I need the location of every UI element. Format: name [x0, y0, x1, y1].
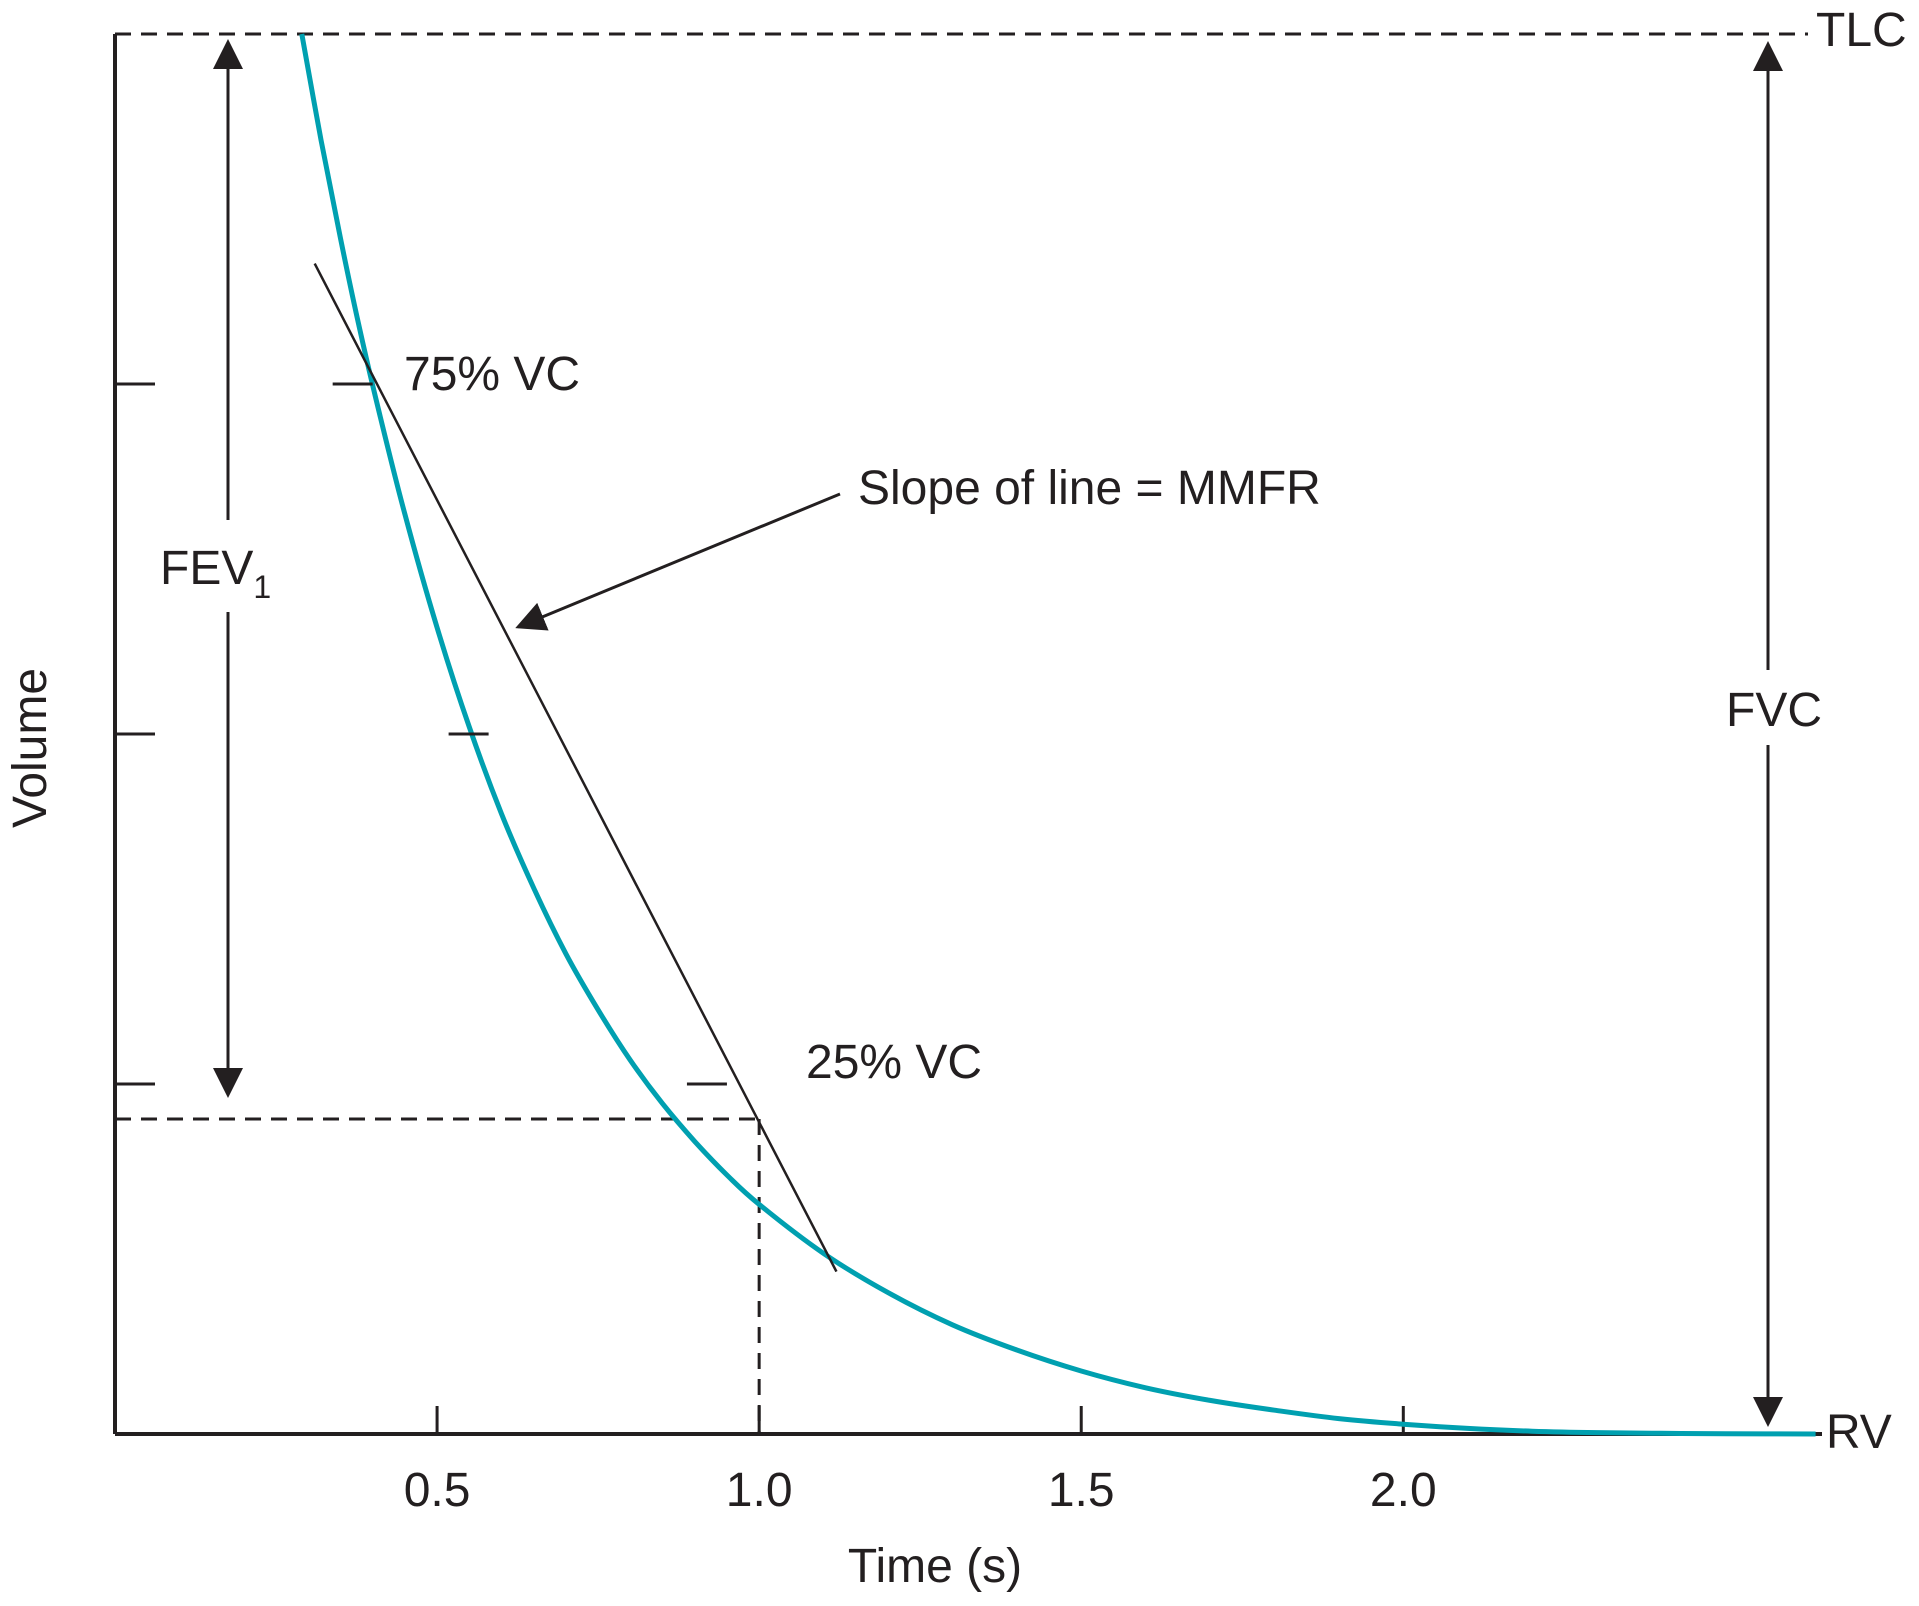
fev1-guide-lines — [115, 1117, 761, 1434]
x-tick-label: 1.5 — [1048, 1464, 1115, 1517]
mmfr-annotation: Slope of line = MMFR — [858, 462, 1321, 515]
vc-point-marks — [332, 382, 727, 1086]
x-tick-label: 2.0 — [1370, 1464, 1437, 1517]
tlc-label: TLC — [1816, 4, 1907, 57]
mmfr-annotation-arrow — [515, 492, 841, 631]
fvc-label: FVC — [1726, 684, 1822, 737]
x-axis-title: Time (s) — [848, 1540, 1022, 1593]
point-label-25: 25% VC — [806, 1036, 982, 1089]
x-tick-label: 1.0 — [726, 1464, 793, 1517]
volume-time-curve — [299, 33, 1816, 1437]
fev1-label: FEV1 — [160, 542, 271, 605]
y-axis-title: Volume — [4, 668, 57, 828]
mmfr-line — [313, 263, 838, 1273]
x-axis-ticks: 0.5 1.0 1.5 2.0 — [404, 1406, 1437, 1517]
y-axis-ticks — [115, 382, 155, 1086]
x-tick-label: 0.5 — [404, 1464, 471, 1517]
point-label-75: 75% VC — [404, 348, 580, 401]
rv-label: RV — [1826, 1406, 1892, 1459]
